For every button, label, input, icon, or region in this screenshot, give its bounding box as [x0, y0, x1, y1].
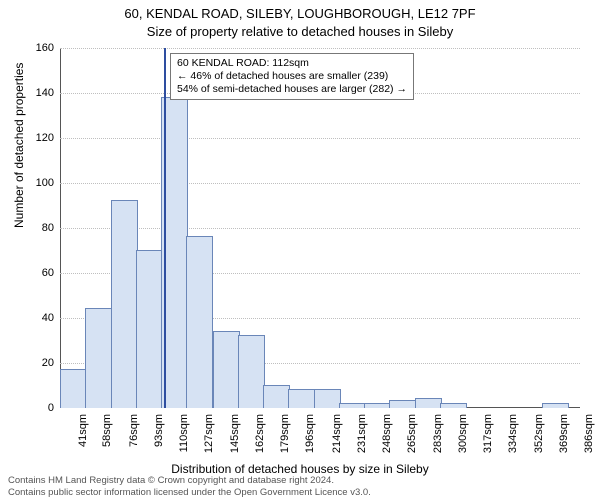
y-tick-label: 0 — [24, 403, 54, 414]
histogram-bar — [136, 250, 163, 409]
property-info-box: 60 KENDAL ROAD: 112sqm← 46% of detached … — [170, 53, 414, 100]
x-tick-label: 334sqm — [507, 414, 519, 464]
y-tick-label: 40 — [24, 313, 54, 324]
histogram-bar — [339, 403, 366, 409]
info-box-line: 54% of semi-detached houses are larger (… — [177, 83, 407, 96]
histogram-bar — [288, 389, 315, 408]
chart-title-main: 60, KENDAL ROAD, SILEBY, LOUGHBOROUGH, L… — [0, 6, 600, 21]
x-tick-label: 300sqm — [457, 414, 469, 464]
x-tick-label: 352sqm — [533, 414, 545, 464]
footer-line-2: Contains public sector information licen… — [8, 487, 371, 498]
y-tick-label: 100 — [24, 178, 54, 189]
grid-line — [60, 48, 580, 49]
x-tick-label: 386sqm — [583, 414, 595, 464]
x-tick-label: 76sqm — [128, 414, 140, 464]
histogram-bar — [238, 335, 265, 408]
grid-line — [60, 138, 580, 139]
histogram-bar — [314, 389, 341, 408]
x-tick-label: 93sqm — [153, 414, 165, 464]
y-tick-label: 80 — [24, 223, 54, 234]
x-tick-label: 145sqm — [229, 414, 241, 464]
histogram-bar — [263, 385, 290, 409]
histogram-bar — [364, 403, 391, 409]
histogram-bar — [440, 403, 467, 409]
x-tick-label: 317sqm — [482, 414, 494, 464]
x-tick-label: 231sqm — [356, 414, 368, 464]
histogram-bar — [389, 400, 416, 408]
histogram-bar — [415, 398, 442, 408]
y-tick-label: 160 — [24, 43, 54, 54]
x-tick-label: 127sqm — [203, 414, 215, 464]
x-tick-label: 162sqm — [254, 414, 266, 464]
property-marker-line — [164, 48, 166, 408]
x-tick-label: 248sqm — [381, 414, 393, 464]
y-tick-label: 140 — [24, 88, 54, 99]
y-tick-label: 120 — [24, 133, 54, 144]
x-tick-label: 283sqm — [432, 414, 444, 464]
x-tick-label: 196sqm — [304, 414, 316, 464]
histogram-bar — [186, 236, 213, 408]
grid-line — [60, 183, 580, 184]
y-tick-label: 60 — [24, 268, 54, 279]
info-box-line: ← 46% of detached houses are smaller (23… — [177, 70, 407, 83]
x-tick-label: 110sqm — [178, 414, 190, 464]
x-axis-title: Distribution of detached houses by size … — [0, 462, 600, 476]
y-tick-label: 20 — [24, 358, 54, 369]
x-tick-label: 41sqm — [77, 414, 89, 464]
histogram-bar — [213, 331, 240, 409]
info-box-line: 60 KENDAL ROAD: 112sqm — [177, 57, 407, 70]
chart-title-sub: Size of property relative to detached ho… — [0, 24, 600, 39]
chart-container: 60, KENDAL ROAD, SILEBY, LOUGHBOROUGH, L… — [0, 0, 600, 500]
x-tick-label: 369sqm — [558, 414, 570, 464]
footer-line-1: Contains HM Land Registry data © Crown c… — [8, 475, 334, 486]
histogram-bar — [542, 403, 569, 409]
x-tick-label: 214sqm — [331, 414, 343, 464]
x-tick-label: 58sqm — [101, 414, 113, 464]
histogram-bar — [60, 369, 87, 408]
x-tick-label: 265sqm — [406, 414, 418, 464]
plot-area: 02040608010012014016041sqm58sqm76sqm93sq… — [60, 48, 580, 408]
x-tick-label: 179sqm — [279, 414, 291, 464]
histogram-bar — [111, 200, 138, 408]
histogram-bar — [85, 308, 112, 408]
